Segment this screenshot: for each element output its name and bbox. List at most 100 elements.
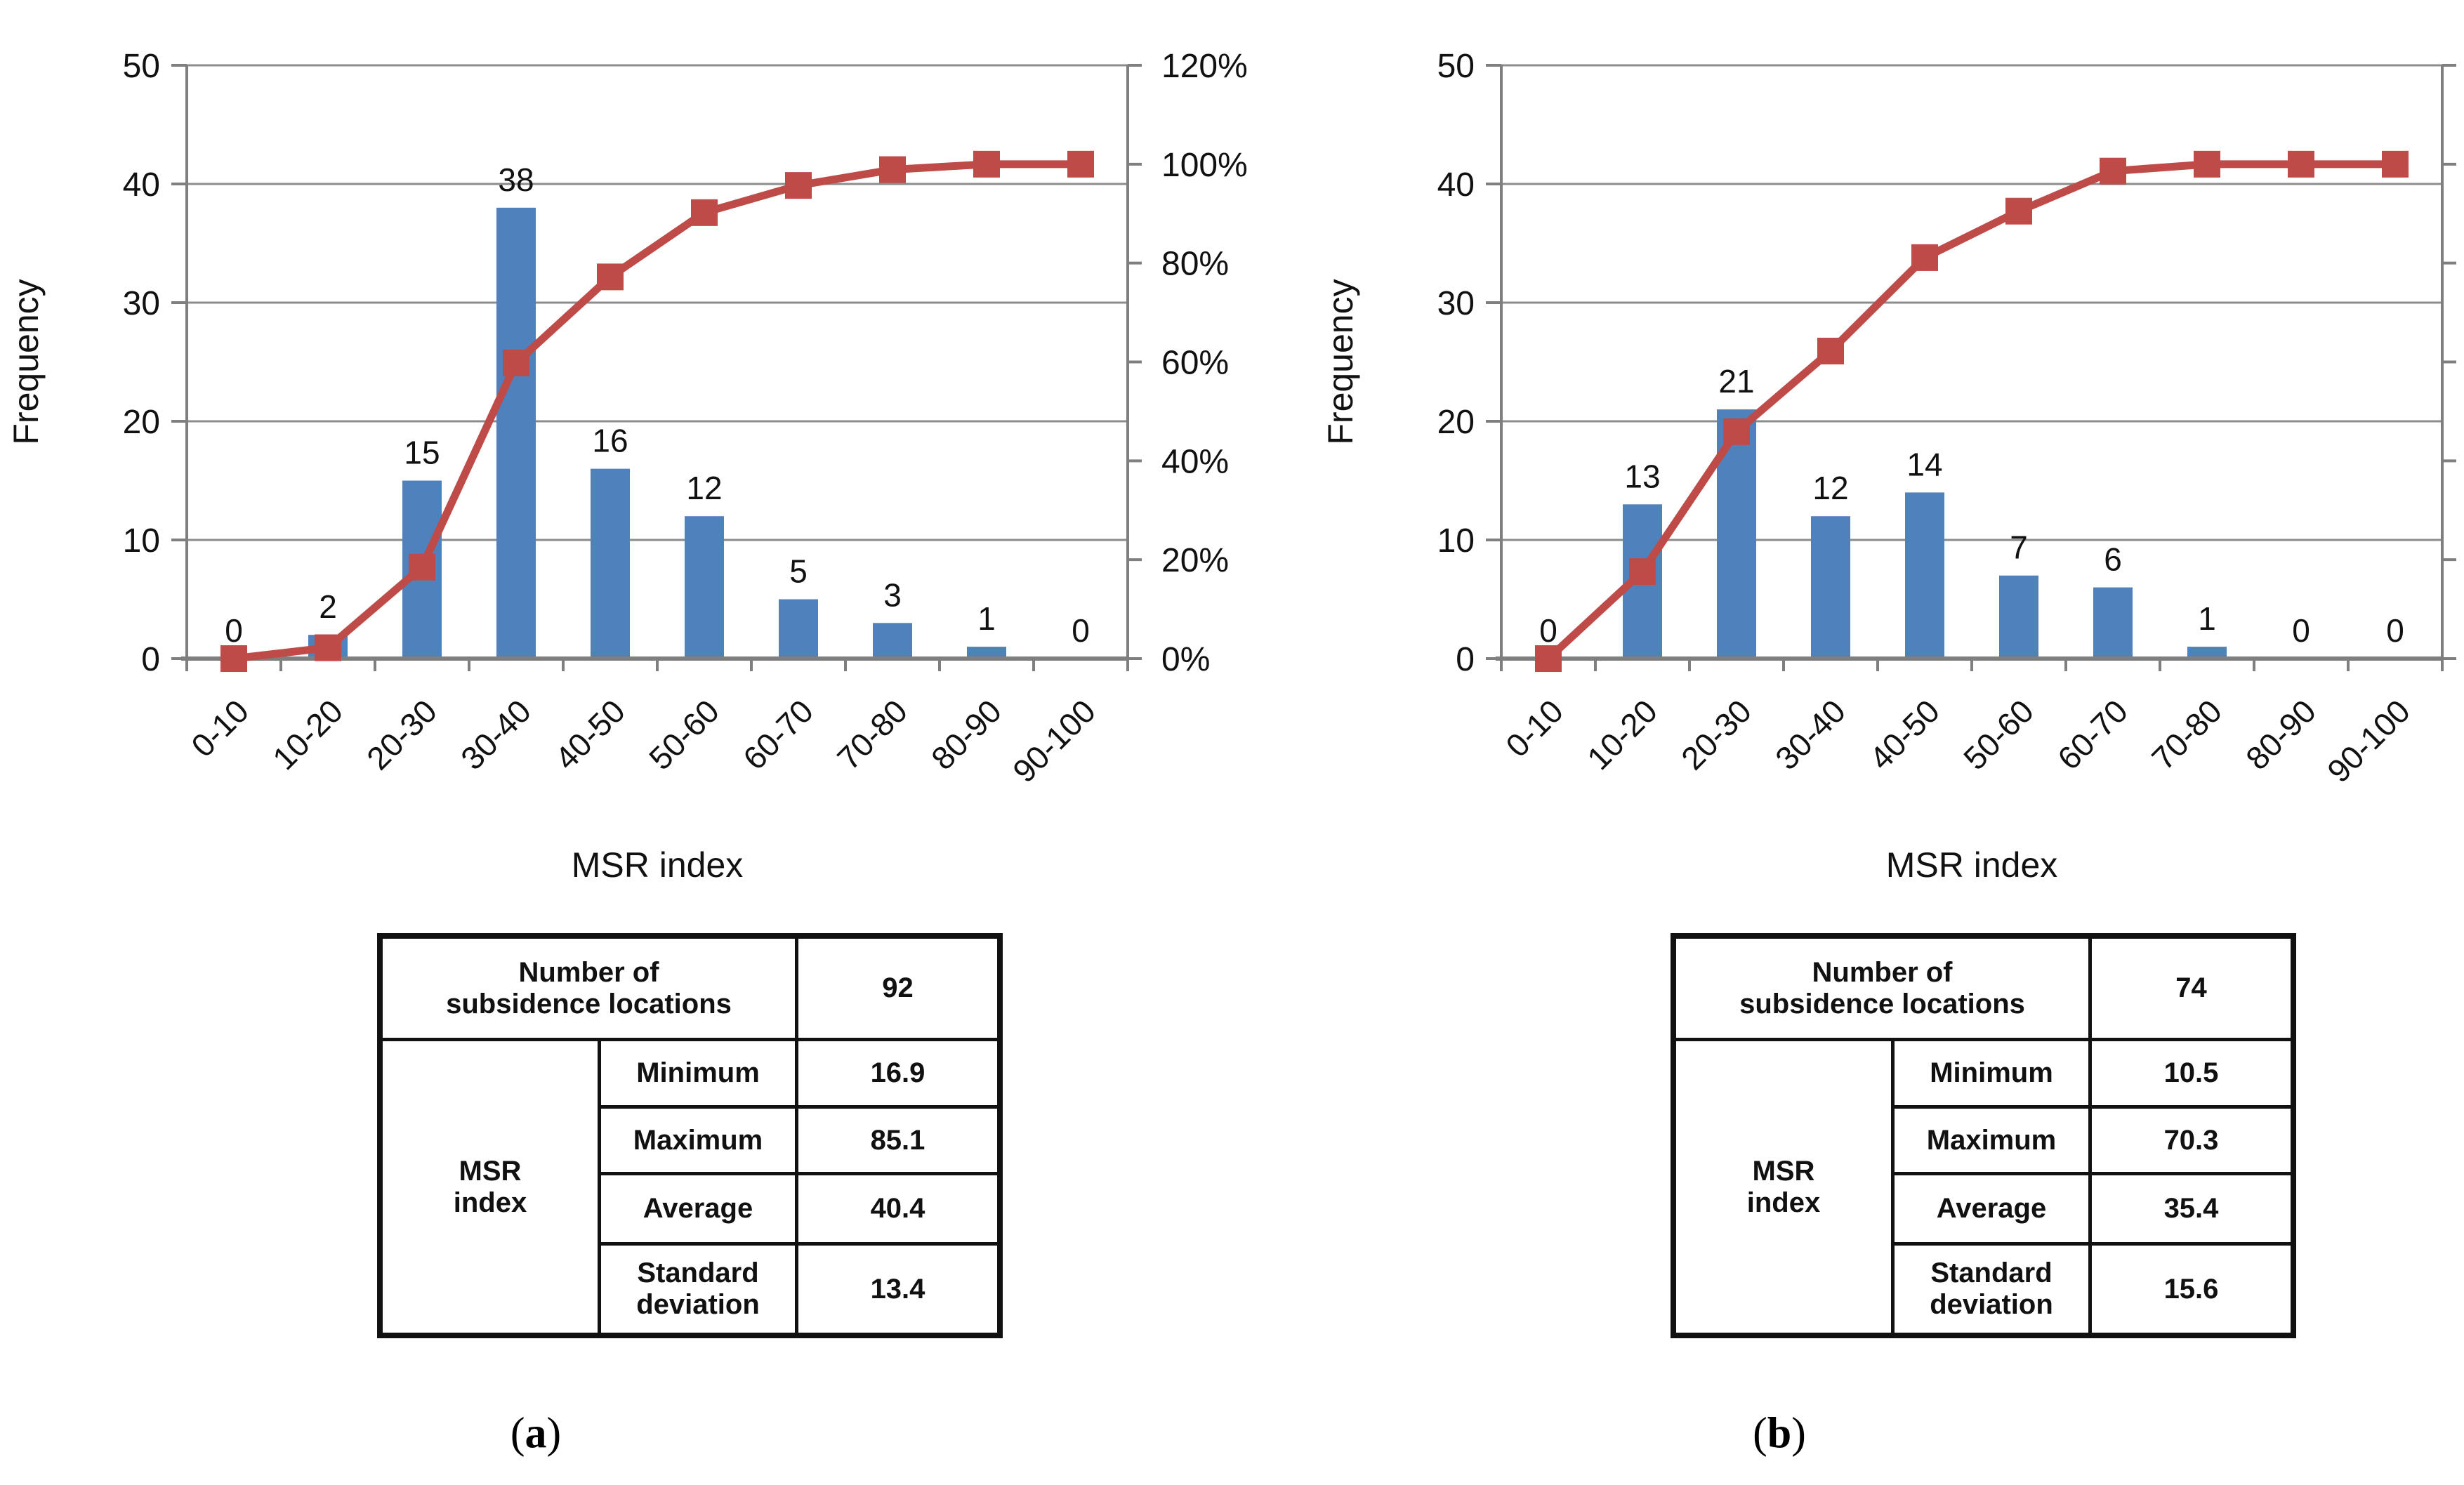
- stat-value: 40.4: [795, 1172, 1001, 1246]
- stat-value: 35.4: [2088, 1172, 2294, 1246]
- y-axis-title: Frequency: [6, 279, 46, 444]
- subfigure-caption-b: (b): [1753, 1409, 1806, 1459]
- header-value: 92: [795, 935, 1001, 1041]
- cumulative-marker: [879, 156, 906, 183]
- bar-value-label: 16: [592, 423, 628, 459]
- cumulative-marker: [409, 553, 435, 581]
- y-axis-tick-label: 10: [1437, 522, 1475, 560]
- caption-letter: b: [1767, 1409, 1792, 1458]
- percent-axis-tick-label: 60%: [1161, 345, 1229, 382]
- y-axis-title: Frequency: [1321, 279, 1360, 444]
- y-axis-tick-label: 40: [1437, 166, 1475, 204]
- stat-label: Average: [598, 1172, 798, 1246]
- x-axis-category-label: 60-70: [736, 692, 820, 777]
- frequency-bar: [1905, 492, 1944, 659]
- bar-value-label: 1: [2198, 600, 2216, 637]
- x-axis-category-label: 50-60: [642, 692, 726, 777]
- stat-value: 70.3: [2088, 1105, 2294, 1175]
- x-axis-category-label: 70-80: [2145, 692, 2229, 777]
- x-axis-category-label: 90-100: [1006, 692, 1102, 789]
- bar-value-label: 13: [1624, 458, 1660, 494]
- cumulative-marker: [1067, 150, 1094, 178]
- stat-label-line2: deviation: [636, 1289, 760, 1320]
- stat-label-line1: Standard: [1930, 1258, 2053, 1289]
- stat-value: 16.9: [795, 1038, 1001, 1109]
- header-label-line1: Number of: [1812, 956, 1953, 988]
- stats-table-a: Number of subsidence locations 92 MSR in…: [377, 933, 1003, 1338]
- frequency-bar: [967, 647, 1006, 659]
- frequency-bar: [496, 207, 536, 659]
- x-axis-category-label: 30-40: [454, 692, 538, 777]
- stat-label: Standard deviation: [598, 1242, 798, 1336]
- x-axis-category-label: 70-80: [830, 692, 914, 777]
- bar-value-label: 0: [1072, 612, 1090, 649]
- percent-axis-tick-label: 120%: [1161, 48, 1248, 85]
- group-label-line1: MSR: [1752, 1155, 1815, 1187]
- x-axis-category-label: 50-60: [1956, 692, 2041, 777]
- bar-value-label: 0: [225, 612, 243, 649]
- x-axis-title-b: MSR index: [1885, 845, 2058, 885]
- y-axis-tick-label: 30: [123, 285, 160, 322]
- x-axis-category-label: 80-90: [924, 692, 1008, 777]
- x-axis-title-a: MSR index: [571, 845, 744, 885]
- bar-value-label: 0: [2386, 612, 2404, 649]
- y-axis-tick-label: 0: [141, 641, 160, 678]
- x-axis-category-label: 20-30: [1674, 692, 1758, 777]
- bar-value-label: 6: [2104, 541, 2122, 578]
- percent-axis-tick-label: 100%: [1161, 147, 1248, 184]
- y-axis-tick-label: 0: [1456, 641, 1475, 678]
- caption-paren-open: (: [1753, 1409, 1767, 1458]
- bar-value-label: 1: [977, 600, 996, 637]
- y-axis-tick-label: 40: [123, 166, 160, 204]
- percent-axis-tick-label: 40%: [1161, 443, 1229, 480]
- cumulative-line: [1546, 160, 2395, 662]
- group-label-line1: MSR: [459, 1155, 522, 1187]
- cumulative-line: [233, 160, 1081, 663]
- x-axis-category-label: 40-50: [1862, 692, 1946, 777]
- bar-value-label: 7: [2010, 529, 2028, 566]
- cumulative-marker: [2005, 197, 2032, 225]
- cumulative-marker: [1629, 558, 1656, 586]
- header-label: Number of subsidence locations: [379, 935, 798, 1041]
- stat-value: 85.1: [795, 1105, 1001, 1175]
- group-label-line2: index: [1746, 1187, 1821, 1218]
- bar-value-label: 0: [1539, 612, 1557, 649]
- y-axis-tick-label: 30: [1437, 285, 1475, 322]
- group-label-line2: index: [453, 1187, 527, 1218]
- cumulative-marker: [220, 645, 247, 672]
- x-axis-category-label: 40-50: [548, 692, 632, 777]
- frequency-bar: [2187, 647, 2227, 659]
- frequency-bar: [1999, 575, 2038, 659]
- cumulative-marker: [691, 199, 718, 226]
- group-label: MSR index: [379, 1038, 601, 1336]
- stat-value: 10.5: [2088, 1038, 2294, 1109]
- header-label-line1: Number of: [518, 956, 659, 988]
- frequency-bar: [1811, 516, 1850, 659]
- header-label-line2: subsidence locations: [446, 988, 732, 1019]
- bar-value-label: 14: [1906, 446, 1942, 482]
- cumulative-marker: [2100, 157, 2126, 185]
- group-label: MSR index: [1673, 1038, 1895, 1336]
- stats-table-b: Number of subsidence locations 74 MSR in…: [1671, 933, 2296, 1338]
- x-axis-category-label: 80-90: [2239, 692, 2323, 777]
- percent-axis-tick-label: 20%: [1161, 542, 1229, 579]
- cumulative-marker: [1535, 645, 1562, 672]
- cumulative-marker: [2382, 150, 2409, 178]
- y-axis-tick-label: 10: [123, 522, 160, 560]
- caption-paren-open: (: [510, 1409, 525, 1458]
- x-axis-category-label: 0-10: [1498, 692, 1570, 764]
- bar-value-label: 5: [789, 553, 808, 590]
- x-axis-category-label: 10-20: [1580, 692, 1664, 777]
- frequency-bar: [2093, 587, 2133, 659]
- x-axis-category-label: 30-40: [1768, 692, 1852, 777]
- cumulative-marker: [315, 634, 341, 661]
- header-value: 74: [2088, 935, 2294, 1041]
- x-axis-category-label: 60-70: [2050, 692, 2135, 777]
- stat-label: Standard deviation: [1891, 1242, 2092, 1336]
- bar-value-label: 38: [498, 161, 534, 198]
- stat-label: Minimum: [598, 1038, 798, 1109]
- y-axis-tick-label: 20: [123, 404, 160, 441]
- frequency-bar: [685, 516, 724, 659]
- percent-axis-tick-label: 0%: [1161, 641, 1210, 678]
